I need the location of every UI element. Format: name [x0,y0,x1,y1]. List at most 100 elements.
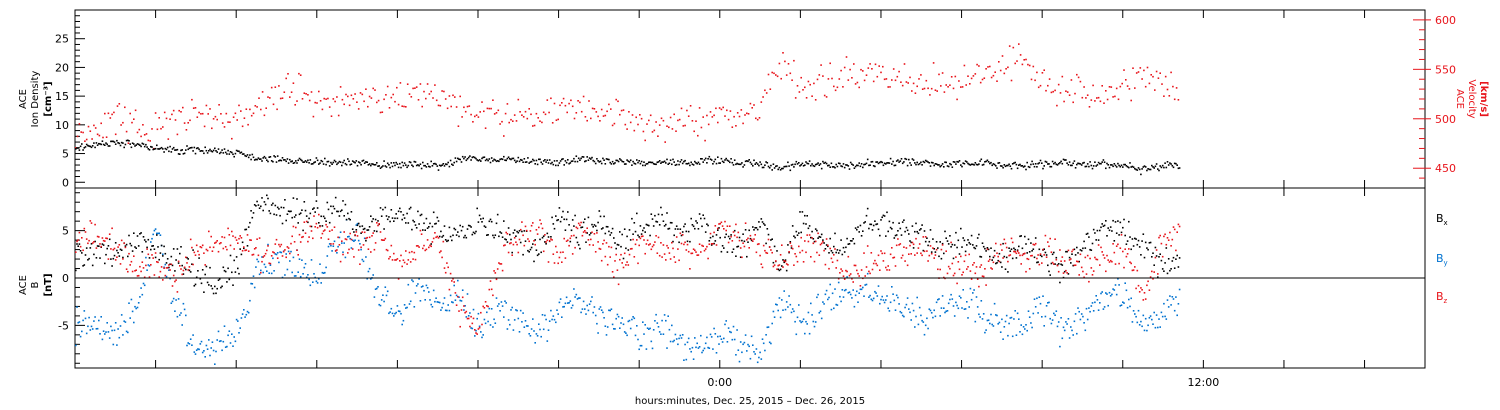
data-point [140,270,142,273]
data-point [146,146,148,148]
data-point [905,303,908,306]
data-point [1057,321,1060,323]
data-point [780,77,782,80]
data-point [227,149,229,152]
data-point [690,161,692,164]
data-point [209,108,211,110]
data-point [568,224,570,226]
data-point [120,124,122,126]
data-point [1134,266,1136,268]
data-point [625,163,627,165]
data-point [609,309,611,312]
data-point [742,242,744,244]
data-point [1047,264,1049,267]
data-point [494,234,497,236]
data-point [388,257,390,260]
data-point [234,152,237,155]
data-point [1009,254,1012,256]
data-point [557,262,559,265]
data-point [754,227,756,229]
data-point [665,319,667,322]
data-point [276,206,279,209]
data-point [179,265,181,267]
data-point [1141,78,1143,80]
data-point [273,270,275,272]
data-point [270,255,273,257]
data-point [938,255,940,258]
data-point [957,307,960,310]
data-point [995,242,997,245]
data-point [1059,162,1061,164]
data-point [1036,257,1038,260]
data-point [107,331,110,333]
data-point [376,222,378,224]
data-point [771,251,773,254]
data-point [1057,263,1060,265]
data-point [214,115,217,118]
data-point [447,304,449,306]
data-point [1079,163,1082,165]
data-point [806,215,808,217]
data-point [403,217,406,219]
data-point [1130,262,1132,265]
data-point [493,236,495,239]
data-point [1112,219,1114,222]
data-point [895,234,898,236]
data-point [561,261,563,263]
data-point [626,261,628,263]
data-point [828,252,830,254]
data-point [386,249,389,252]
data-point [1047,241,1049,243]
data-point [430,303,432,306]
data-point [1165,243,1168,246]
data-point [568,162,570,165]
data-point [743,245,746,248]
data-point [598,308,601,310]
x-axis-label: hours:minutes, Dec. 25, 2015 – Dec. 26, … [635,396,865,407]
data-point [756,118,759,121]
data-point [183,122,186,124]
data-point [501,158,504,161]
data-point [943,252,945,255]
data-point [256,258,258,261]
data-point [379,111,382,114]
data-point [506,241,509,243]
data-point [901,84,904,87]
data-point [1132,166,1135,168]
data-point [376,230,378,233]
data-point [1083,276,1085,279]
data-point [755,348,758,350]
data-point [646,239,649,242]
data-point [833,254,835,256]
data-point [379,167,382,169]
data-point [668,227,671,230]
data-point [261,197,263,199]
data-point [448,288,451,291]
data-point [1060,260,1062,262]
data-point [550,162,552,165]
data-point [635,116,637,119]
data-point [493,113,496,115]
data-point [967,162,969,165]
data-point [611,160,614,163]
data-point [876,161,879,163]
data-point [1050,262,1053,265]
data-point [1100,292,1102,295]
data-point [967,317,969,319]
data-point [308,236,310,238]
data-point [1061,75,1064,78]
data-point [655,121,657,123]
data-point [187,269,189,271]
data-point [457,295,459,298]
data-point [339,231,342,233]
data-point [1114,164,1117,167]
data-point [370,164,372,167]
data-point [537,117,539,119]
data-point [1128,248,1130,250]
data-point [567,211,569,213]
data-point [172,297,175,300]
data-point [897,159,899,161]
data-point [819,310,822,313]
right-ytick-label: 550 [1435,63,1456,76]
data-point [510,242,512,244]
